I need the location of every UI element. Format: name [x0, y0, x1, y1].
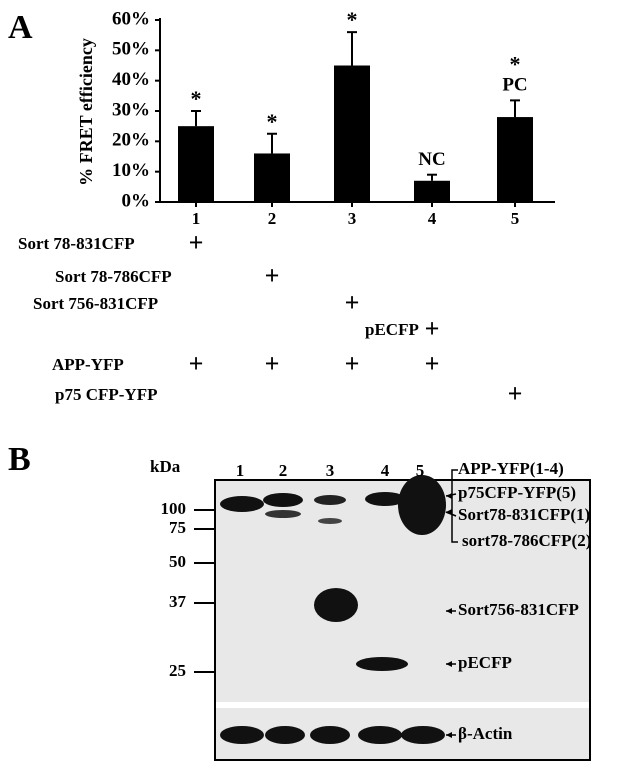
blot-separator	[216, 702, 589, 708]
band	[314, 495, 346, 505]
band-label: β-Actin	[458, 724, 513, 743]
condition-label: Sort 756-831CFP	[33, 294, 158, 313]
blot: kDa	[150, 457, 591, 761]
condition-mark: +	[189, 228, 204, 257]
condition-mark: +	[425, 349, 440, 378]
band	[398, 475, 446, 535]
bar	[334, 65, 370, 202]
y-tick-label: 50%	[112, 39, 150, 60]
arrow-head	[446, 608, 452, 614]
bar-annotation: PC	[502, 75, 527, 96]
condition-mark: +	[345, 288, 360, 317]
condition-mark: +	[265, 261, 280, 290]
band	[265, 726, 305, 744]
band	[401, 726, 445, 744]
y-tick-label: 10%	[112, 160, 150, 181]
x-tick-label: 2	[268, 209, 277, 228]
band	[310, 726, 350, 744]
y-tick-label: 60%	[112, 8, 150, 29]
lane-label: 5	[416, 461, 425, 480]
band	[318, 518, 342, 524]
y-tick-label: 30%	[112, 99, 150, 120]
y-tick-label: 40%	[112, 69, 150, 90]
arrow-head	[446, 493, 452, 499]
unit-label: kDa	[150, 457, 181, 476]
bar-annotation: NC	[418, 149, 445, 170]
lane-label: 1	[236, 461, 245, 480]
marker-label: 37	[169, 592, 187, 611]
bar	[254, 153, 290, 202]
condition-mark: +	[508, 379, 523, 408]
bar	[178, 126, 214, 202]
band	[314, 588, 358, 622]
y-tick-label: 20%	[112, 130, 150, 151]
band	[220, 496, 264, 512]
condition-label: p75 CFP-YFP	[55, 385, 157, 404]
x-tick-label: 4	[428, 209, 437, 228]
band-label: sort78-786CFP(2)	[462, 531, 591, 550]
band	[220, 726, 264, 744]
bar-annotation: *	[510, 51, 521, 76]
bar	[414, 180, 450, 202]
x-tick-label: 3	[348, 209, 357, 228]
band	[263, 493, 303, 507]
panel-label: B	[8, 441, 31, 478]
lane-label: 2	[279, 461, 288, 480]
arrow-head	[446, 661, 452, 667]
band	[365, 492, 405, 506]
x-tick-label: 1	[192, 209, 201, 228]
band-label: APP-YFP(1-4)	[458, 459, 564, 478]
arrow-head	[446, 509, 452, 515]
band-label: p75CFP-YFP(5)	[458, 483, 576, 502]
band-label: Sort756-831CFP	[458, 600, 579, 619]
bar	[497, 117, 533, 202]
bar-annotation: *	[191, 86, 202, 111]
blot-frame	[214, 479, 591, 761]
bracket	[451, 469, 458, 543]
condition-mark: +	[189, 349, 204, 378]
band	[356, 657, 408, 671]
condition-label: Sort 78-786CFP	[55, 267, 172, 286]
band	[358, 726, 402, 744]
band	[265, 510, 301, 518]
bar-annotation: *	[267, 109, 278, 134]
bar-annotation: *	[347, 7, 358, 32]
x-tick-label: 5	[511, 209, 520, 228]
condition-mark: +	[265, 349, 280, 378]
lane-label: 3	[326, 461, 335, 480]
condition-label: pECFP	[365, 320, 419, 339]
condition-mark: +	[345, 349, 360, 378]
condition-label: Sort 78-831CFP	[18, 234, 135, 253]
marker-label: 100	[161, 499, 187, 518]
condition-label: APP-YFP	[52, 355, 124, 374]
y-tick-label: 0%	[122, 190, 151, 211]
band-label: pECFP	[458, 653, 512, 672]
marker-label: 50	[169, 552, 186, 571]
condition-mark: +	[425, 314, 440, 343]
lane-label: 4	[381, 461, 390, 480]
marker-label: 25	[169, 661, 186, 680]
panel-label: A	[8, 9, 33, 46]
arrow-head	[446, 732, 452, 738]
marker-label: 75	[169, 518, 186, 537]
y-axis-label: % FRET efficiency	[76, 38, 96, 186]
band-label: Sort78-831CFP(1)	[458, 505, 590, 524]
